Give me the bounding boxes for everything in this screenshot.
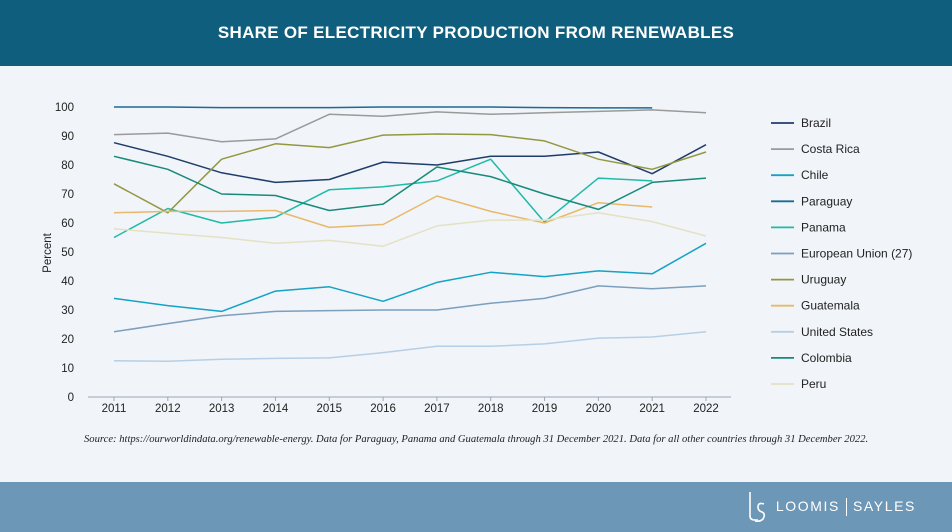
x-tick-label: 2020 [586, 403, 612, 415]
brand-right: SAYLES [852, 497, 916, 514]
series-line [113, 133, 707, 214]
brand-left: LOOMIS [775, 497, 840, 514]
legend-label: Peru [801, 377, 826, 391]
legend-label: Costa Rica [801, 142, 860, 156]
legend-label: Chile [801, 168, 829, 182]
legend-label: Panama [801, 220, 846, 234]
x-tick-label: 2012 [155, 403, 181, 415]
series-line [114, 106, 653, 109]
y-tick-label: 70 [61, 189, 74, 201]
legend-label: Colombia [801, 351, 852, 365]
x-tick-label: 2013 [209, 403, 235, 415]
legend-label: European Union (27) [801, 247, 912, 261]
y-tick-label: 80 [61, 160, 74, 172]
chart-header: SHARE OF ELECTRICITY PRODUCTION FROM REN… [0, 0, 952, 66]
y-tick-label: 100 [55, 102, 74, 114]
legend-label: Guatemala [801, 299, 860, 313]
series-line [113, 195, 653, 229]
y-tick-label: 90 [61, 131, 74, 143]
x-tick-label: 2019 [532, 403, 558, 415]
x-tick-label: 2015 [316, 403, 342, 415]
series-line [113, 242, 707, 313]
x-tick-label: 2022 [693, 403, 719, 415]
series-line [113, 141, 707, 184]
x-tick-label: 2018 [478, 403, 504, 415]
x-tick-label: 2011 [102, 403, 127, 415]
series-line [113, 109, 707, 143]
series-line [113, 212, 707, 247]
y-tick-label: 10 [61, 363, 74, 375]
y-tick-label: 40 [61, 276, 74, 288]
x-tick-label: 2016 [370, 403, 396, 415]
footer-bar: LOOMIS SAYLES [0, 482, 952, 532]
brand-separator [845, 498, 847, 517]
chart-title: SHARE OF ELECTRICITY PRODUCTION FROM REN… [217, 23, 735, 42]
y-tick-label: 50 [61, 247, 74, 259]
legend-label: Uruguay [801, 273, 846, 287]
chart-legend: Brazil Costa Rica Chile Paraguay Panama Europ… [771, 116, 912, 391]
source-note: Source: https://ourworldindata.org/renew… [84, 434, 869, 445]
series-line [113, 158, 653, 239]
y-tick-label: 0 [68, 392, 74, 404]
y-tick-label: 20 [61, 334, 74, 346]
y-axis-label: Percent [42, 232, 54, 272]
series-line [113, 155, 707, 212]
chart-axes: 0 10 20 30 40 50 60 70 80 90 100 2011 2012 2013 2014 20… [42, 102, 731, 415]
y-tick-label: 60 [61, 218, 74, 230]
series-line [113, 285, 707, 333]
chart-series [113, 106, 707, 363]
series-line [113, 331, 707, 363]
x-tick-label: 2014 [263, 403, 289, 415]
ls-monogram-icon [749, 492, 765, 523]
legend-label: United States [801, 325, 873, 339]
line-chart: 0 10 20 30 40 50 60 70 80 90 100 2011 2012 2013 2014 20… [42, 102, 912, 415]
legend-label: Paraguay [801, 194, 852, 208]
y-tick-label: 30 [61, 305, 74, 317]
loomis-sayles-logo: LOOMIS SAYLES [746, 490, 916, 524]
legend-label: Brazil [801, 116, 831, 130]
x-tick-label: 2021 [639, 403, 665, 415]
x-tick-label: 2017 [424, 403, 450, 415]
